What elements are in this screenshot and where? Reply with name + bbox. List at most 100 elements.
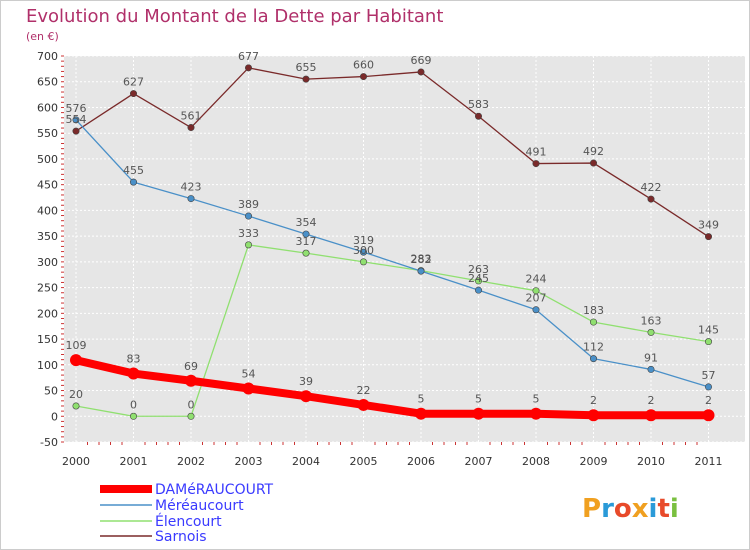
logo-letter: P — [582, 494, 601, 524]
y-tick-label: 250 — [37, 282, 58, 295]
data-point-0 — [357, 398, 370, 411]
data-point-1 — [359, 248, 367, 256]
data-point-1 — [72, 116, 80, 124]
data-point-0 — [242, 382, 255, 395]
data-label-3: 561 — [181, 110, 202, 123]
y-tick-label: 400 — [37, 204, 58, 217]
data-label-2: 0 — [188, 398, 195, 411]
data-label-0: 2 — [705, 394, 712, 407]
data-point-1 — [589, 355, 597, 363]
data-point-2 — [359, 258, 367, 266]
data-point-0 — [415, 407, 427, 420]
data-point-3 — [245, 64, 253, 72]
data-label-3: 627 — [123, 76, 144, 89]
data-point-0 — [645, 409, 657, 422]
data-point-1 — [474, 286, 482, 294]
data-label-0: 5 — [533, 393, 540, 406]
data-point-1 — [704, 383, 712, 391]
data-label-2: 300 — [353, 244, 374, 257]
x-tick-label: 2001 — [120, 455, 148, 468]
data-point-0 — [472, 407, 485, 420]
data-label-3: 583 — [468, 98, 489, 111]
data-label-1: 112 — [583, 341, 604, 354]
data-point-3 — [72, 127, 80, 135]
y-tick-label: 450 — [37, 179, 58, 192]
data-label-3: 554 — [66, 113, 87, 126]
data-point-0 — [587, 409, 600, 422]
chart-subtitle: (en €) — [26, 30, 59, 43]
data-label-1: 423 — [181, 181, 202, 194]
x-tick-label: 2005 — [350, 455, 378, 468]
data-label-0: 2 — [648, 394, 655, 407]
y-tick-label: -50 — [40, 436, 58, 449]
data-point-1 — [417, 267, 425, 275]
data-point-3 — [589, 159, 597, 167]
data-point-2 — [130, 412, 138, 420]
data-point-1 — [187, 195, 195, 203]
series-line-3 — [75, 67, 709, 238]
y-tick-label: 100 — [37, 359, 58, 372]
y-tick-label: 650 — [37, 76, 58, 89]
logo-letter: r — [601, 494, 614, 524]
data-label-2: 244 — [526, 273, 547, 286]
data-label-2: 183 — [583, 304, 604, 317]
data-point-0 — [127, 367, 140, 380]
data-point-3 — [474, 112, 482, 120]
data-label-0: 54 — [242, 367, 256, 380]
legend-label-1: Méréaucourt — [155, 498, 244, 514]
data-point-2 — [474, 277, 482, 285]
series-line-2 — [75, 244, 709, 417]
logo-letter: i — [649, 494, 658, 524]
x-tick-label: 2003 — [235, 455, 263, 468]
data-label-3: 422 — [641, 181, 662, 194]
data-label-2: 0 — [130, 398, 137, 411]
data-point-1 — [245, 212, 253, 220]
y-tick-label: 200 — [37, 307, 58, 320]
logo-letter: o — [614, 494, 632, 524]
data-point-2 — [245, 241, 253, 249]
data-label-2: 333 — [238, 227, 259, 240]
data-point-2 — [704, 338, 712, 346]
plot-area — [64, 56, 745, 442]
data-label-2: 20 — [69, 388, 83, 401]
data-label-3: 349 — [698, 219, 719, 232]
logo-letter: i — [670, 494, 679, 524]
x-tick-label: 2011 — [695, 455, 723, 468]
data-point-2 — [647, 328, 655, 336]
legend-label-2: Élencourt — [155, 513, 222, 530]
legend-label-0: DAMéRAUCOURT — [155, 482, 274, 498]
data-label-1: 389 — [238, 198, 259, 211]
data-label-1: 245 — [468, 272, 489, 285]
x-tick-label: 2010 — [637, 455, 665, 468]
series-line-1 — [75, 119, 709, 388]
y-axis: -50 0 50 100 150 200 250 300 350 400 450 500 550 600 6… — [37, 50, 64, 449]
data-point-2 — [589, 318, 597, 326]
data-point-1 — [130, 178, 138, 186]
data-point-1 — [532, 306, 540, 314]
data-label-0: 5 — [475, 393, 482, 406]
y-tick-label: 300 — [37, 256, 58, 269]
data-label-2: 317 — [296, 235, 317, 248]
data-point-0 — [300, 390, 312, 403]
logo-text: Proxiti — [582, 494, 679, 524]
x-tick-label: 2008 — [522, 455, 550, 468]
data-label-3: 655 — [296, 61, 317, 74]
y-tick-label: 150 — [37, 333, 58, 346]
data-label-1: 282 — [411, 253, 432, 266]
data-label-2: 163 — [641, 314, 662, 327]
x-tick-label: 2000 — [62, 455, 90, 468]
x-tick-label: 2007 — [465, 455, 493, 468]
data-label-1: 207 — [526, 292, 547, 305]
data-point-2 — [187, 412, 195, 420]
chart-title: Evolution du Montant de la Dette par Hab… — [26, 6, 443, 27]
data-point-0 — [185, 374, 197, 387]
y-tick-label: 350 — [37, 230, 58, 243]
data-label-2: 283 — [411, 253, 432, 266]
data-label-0: 39 — [299, 375, 313, 388]
series-group — [70, 64, 715, 422]
proxiti-logo: Proxiti — [582, 494, 679, 524]
data-point-0 — [530, 407, 542, 420]
